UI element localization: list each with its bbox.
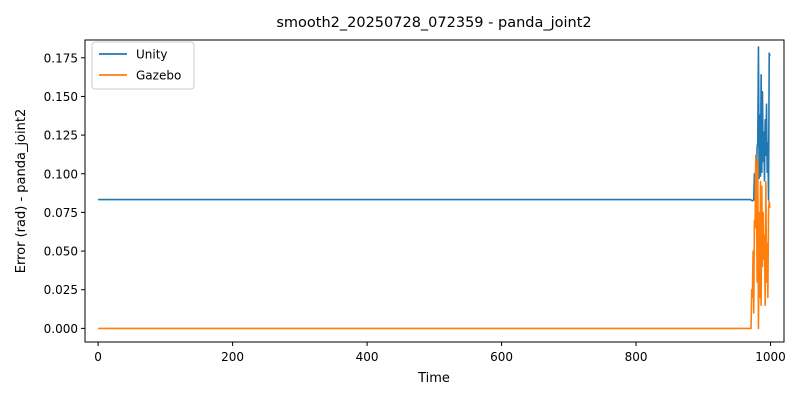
legend-label-unity: Unity — [136, 48, 168, 62]
y-tick-label: 0.100 — [44, 167, 78, 181]
x-tick-label: 1000 — [755, 350, 786, 364]
x-axis-label: Time — [417, 371, 450, 386]
y-tick-label: 0.025 — [44, 283, 78, 297]
y-tick-label: 0.125 — [44, 129, 78, 143]
series-line-gazebo — [98, 154, 771, 330]
y-tick-label: 0.075 — [44, 206, 78, 220]
x-tick-label: 800 — [625, 350, 648, 364]
y-tick-label: 0.050 — [44, 245, 78, 259]
x-tick-label: 600 — [490, 350, 513, 364]
chart-title: smooth2_20250728_072359 - panda_joint2 — [276, 15, 591, 31]
series-line-unity — [98, 46, 771, 202]
x-axis: 0 200 400 600 800 1000 — [94, 342, 786, 364]
legend: Unity Gazebo — [91, 41, 195, 90]
legend-label-gazebo: Gazebo — [136, 69, 181, 83]
y-axis-label: Error (rad) - panda_joint2 — [14, 109, 29, 273]
x-tick-label: 400 — [356, 350, 379, 364]
axes-frame — [84, 39, 785, 343]
plot-area — [98, 46, 771, 330]
y-axis: 0.000 0.025 0.050 0.075 0.100 0.125 0.150 0.175 — [44, 51, 85, 336]
x-tick-label: 0 — [94, 350, 102, 364]
y-tick-label: 0.175 — [44, 51, 78, 65]
y-tick-label: 0.000 — [44, 322, 78, 336]
y-tick-label: 0.150 — [44, 90, 78, 104]
x-tick-label: 200 — [221, 350, 244, 364]
